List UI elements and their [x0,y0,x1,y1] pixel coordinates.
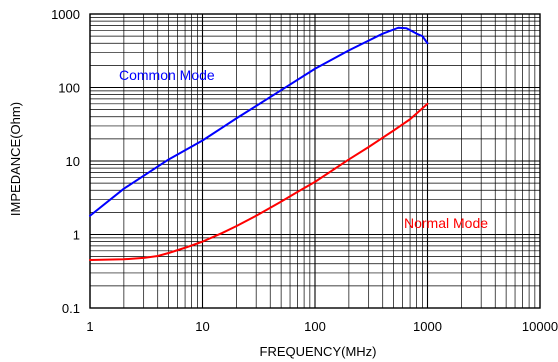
y-tick-label: 1 [73,228,80,243]
x-axis-title: FREQUENCY(MHz) [260,344,377,359]
annotation-normal-mode: Normal Mode [404,215,488,231]
annotation-common-mode: Common Mode [119,67,215,83]
x-tick-label: 10000 [522,319,558,334]
plot-frame [89,13,541,309]
series-line-common-mode [89,26,429,217]
y-tick-label: 100 [58,81,80,96]
x-tick-labels: 1 10 100 1000 10000 [86,319,558,334]
y-tick-label: 0.1 [62,301,80,316]
x-tick-label: 1000 [413,319,442,334]
x-tick-label: 100 [304,319,326,334]
x-tick-label: 10 [195,319,209,334]
series-line-normal-mode [89,102,429,261]
y-tick-labels: 0.1 1 10 100 1000 [51,7,80,316]
x-tick-label: 1 [86,319,93,334]
y-tick-label: 1000 [51,7,80,22]
series-layer [89,26,429,261]
y-tick-label: 10 [66,154,80,169]
y-axis-title: IMPEDANCE(Ohm) [8,102,23,216]
